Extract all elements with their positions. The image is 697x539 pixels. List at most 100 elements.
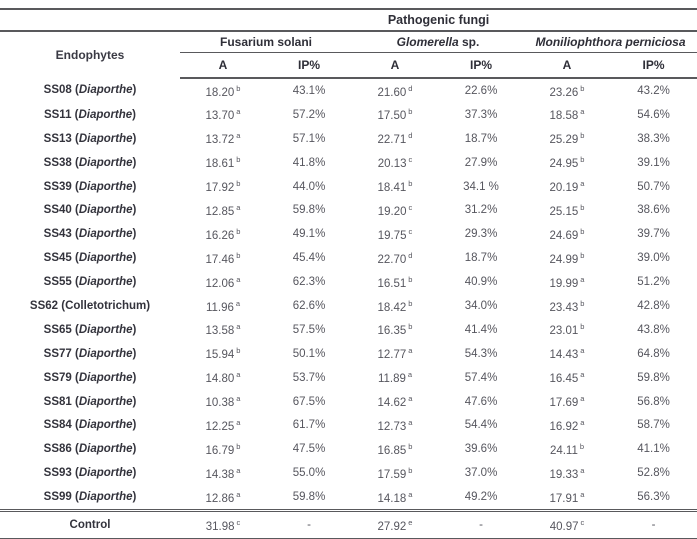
significance-letter: b (236, 250, 241, 260)
a-value-cell: 24.95 b (524, 151, 610, 175)
a-value-cell: 23.01 b (524, 318, 610, 342)
ip-value-cell: - (610, 509, 697, 539)
paren-open: ( (58, 299, 66, 312)
significance-letter: b (236, 83, 241, 93)
cell-value: 22.6% (464, 84, 498, 97)
endophyte-label: SS08 (Diaporthe) (0, 78, 180, 103)
paren-close: ) (132, 252, 137, 265)
species-header-moniliophthora-perniciosa: Moniliophthora perniciosa (524, 31, 697, 53)
species-roman-part: Fusarium solani (219, 35, 313, 49)
ip-value-cell: - (438, 509, 524, 539)
significance-letter: e (408, 517, 413, 527)
a-value-cell: 12.73 a (352, 413, 438, 437)
endophyte-code: SS08 (43, 84, 72, 97)
significance-letter: b (236, 346, 241, 356)
a-value-cell: 22.71 d (352, 127, 438, 151)
table-row: SS39 (Diaporthe) 17.92 b 44.0% 18.41 b 34.1 % 2… (0, 175, 697, 199)
paren-open: ( (71, 132, 79, 145)
cell-value: 17.69 (549, 396, 579, 409)
cell-value: 13.72 (205, 134, 235, 147)
ip-value-cell: 57.2% (266, 103, 352, 127)
paren-close: ) (132, 491, 137, 504)
significance-letter: b (236, 441, 241, 451)
subheader-ip: IP% (438, 52, 524, 79)
cell-value: 54.4% (464, 419, 498, 432)
cell-value: 59.8% (292, 491, 326, 504)
cell-value: 10.38 (205, 396, 235, 409)
cell-value: 24.69 (549, 229, 579, 242)
significance-letter: a (580, 370, 585, 380)
cell-value: 49.2% (464, 491, 498, 504)
ip-value-cell: 50.7% (610, 175, 697, 199)
endophyte-code: SS99 (43, 491, 72, 504)
cell-value: 14.62 (377, 396, 407, 409)
table-row: SS38 (Diaporthe) 18.61 b 41.8% 20.13 c 27.9% 24… (0, 151, 697, 175)
cell-value: 24.11 (549, 444, 578, 457)
genus-name: Colletotrichum (65, 299, 147, 312)
significance-letter: b (408, 465, 413, 475)
genus-name: Diaporthe (78, 443, 133, 456)
cell-value: 12.85 (205, 205, 235, 218)
significance-letter: a (580, 465, 585, 475)
ip-value-cell: 18.7% (438, 246, 524, 270)
paren-open: ( (71, 180, 79, 193)
paren-open: ( (71, 276, 79, 289)
a-value-cell: 24.99 b (524, 246, 610, 270)
table-row: SS08 (Diaporthe) 18.20 b 43.1% 21.60 d 22.6% 23… (0, 78, 697, 103)
cell-value: 17.46 (205, 253, 235, 266)
a-value-cell: 11.89 a (352, 366, 438, 390)
cell-value: 62.3% (292, 276, 326, 289)
genus-name: Diaporthe (78, 180, 133, 193)
endophyte-label: SS11 (Diaporthe) (0, 103, 180, 127)
genus-name: Diaporthe (78, 323, 133, 336)
ip-value-cell: 41.8% (266, 151, 352, 175)
cell-value: 23.43 (549, 301, 579, 314)
ip-value-cell: 50.1% (266, 342, 352, 366)
endophyte-label: SS55 (Diaporthe) (0, 270, 180, 294)
a-value-cell: 12.86 a (180, 485, 266, 510)
cell-value: 17.59 (377, 468, 407, 481)
cell-value: 43.8% (637, 323, 670, 336)
cell-value: 19.99 (549, 277, 579, 290)
endophyte-code: SS79 (43, 371, 72, 384)
cell-value: 12.73 (377, 420, 407, 433)
paren-close: ) (132, 347, 137, 360)
cell-value: 29.3% (464, 228, 498, 241)
genus-name: Diaporthe (78, 395, 133, 408)
table-row: SS86 (Diaporthe) 16.79 b 47.5% 16.85 b 39.6% 24… (0, 437, 697, 461)
genus-name: Diaporthe (78, 371, 133, 384)
endophyte-code: SS55 (43, 276, 72, 289)
endophyte-code: SS81 (43, 395, 72, 408)
significance-letter: a (236, 274, 241, 284)
a-value-cell: 10.38 a (180, 390, 266, 414)
results-table: Pathogenic fungi Endophytes Fusarium sol… (0, 8, 697, 539)
significance-letter: a (580, 394, 585, 404)
ip-value-cell: 52.8% (610, 461, 697, 485)
cell-value: 39.1% (637, 156, 670, 169)
cell-value: 27.92 (377, 520, 407, 533)
endophyte-label: SS45 (Diaporthe) (0, 246, 180, 270)
endophyte-code: SS62 (29, 299, 59, 312)
significance-letter: c (408, 155, 413, 165)
a-value-cell: 16.35 b (352, 318, 438, 342)
ip-value-cell: 43.8% (610, 318, 697, 342)
a-value-cell: 40.97 c (524, 509, 610, 539)
significance-letter: a (580, 179, 585, 189)
ip-value-cell: 31.2% (438, 198, 524, 222)
cell-value: 18.20 (205, 86, 235, 99)
endophyte-code: SS38 (43, 156, 72, 169)
significance-letter: a (236, 322, 241, 332)
table-foot: Control 31.98 c -27.92 e -40.97 c - (0, 509, 697, 539)
cell-value: 43.1% (292, 84, 326, 97)
cell-value: 52.8% (637, 467, 670, 480)
cell-value: 56.8% (637, 395, 670, 408)
ip-value-cell: 43.2% (610, 78, 697, 103)
table-row: SS55 (Diaporthe) 12.06 a 62.3% 16.51 b 40.9% 19… (0, 270, 697, 294)
cell-value: 34.1 % (463, 180, 499, 193)
significance-letter: a (407, 370, 413, 380)
ip-value-cell: 37.0% (438, 461, 524, 485)
endophyte-code: SS43 (43, 228, 72, 241)
a-value-cell: 16.45 a (524, 366, 610, 390)
species-italic-part: Moniliophthora perniciosa (535, 35, 686, 49)
ip-value-cell: 44.0% (266, 175, 352, 199)
